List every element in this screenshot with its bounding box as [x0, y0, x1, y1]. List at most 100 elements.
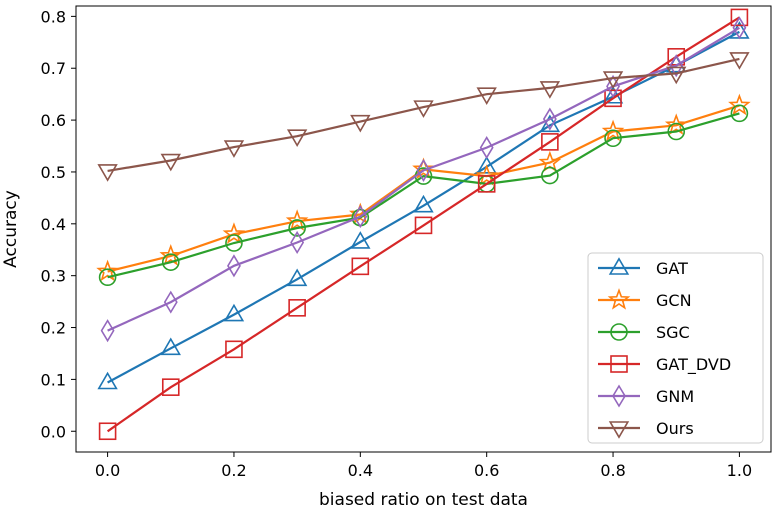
data-point: [96, 259, 119, 282]
data-point: [288, 299, 306, 317]
data-point: [667, 122, 686, 141]
y-tick-label: 0.0: [41, 422, 66, 441]
data-point: [351, 257, 370, 276]
series-line: [107, 26, 740, 332]
data-point: [604, 129, 622, 148]
data-point: [227, 254, 241, 278]
data-point: [416, 158, 431, 182]
data-point: [350, 231, 371, 249]
data-point: [163, 290, 178, 314]
data-point: [669, 54, 684, 78]
data-point: [730, 8, 749, 27]
legend-marker: [608, 421, 630, 439]
series-ours: [97, 52, 750, 182]
data-point: [100, 319, 115, 343]
series-line: [107, 104, 740, 273]
series-line: [106, 16, 740, 433]
x-axis-label: biased ratio on test data: [319, 490, 528, 510]
data-point: [475, 164, 499, 186]
data-point: [285, 209, 309, 231]
data-point: [538, 150, 562, 173]
data-point: [541, 166, 559, 185]
data-point: [223, 140, 245, 158]
data-point: [604, 89, 622, 108]
y-tick-label: 0.7: [41, 59, 66, 78]
data-point: [290, 230, 305, 255]
data-point: [286, 268, 308, 287]
x-axis: 0.0 0.2 0.4 0.6 0.8 1.0: [95, 452, 752, 480]
data-point: [601, 119, 625, 142]
legend-label: GAT_DVD: [656, 355, 731, 375]
legend-item: SGC: [598, 323, 690, 342]
y-tick-label: 0.4: [41, 215, 66, 234]
legend-item: GAT_DVD: [598, 355, 731, 375]
data-point: [223, 303, 245, 322]
data-point: [225, 234, 243, 252]
data-point: [97, 371, 118, 390]
data-point: [97, 164, 118, 182]
data-point: [732, 16, 747, 40]
data-point: [353, 204, 368, 229]
plot-area: [96, 8, 751, 441]
legend-marker: [610, 355, 628, 373]
data-point: [729, 52, 750, 70]
data-point: [160, 337, 181, 356]
data-point: [161, 253, 180, 271]
data-point: [414, 216, 433, 235]
data-point: [412, 157, 435, 179]
series-gnm: [100, 16, 747, 343]
data-point: [476, 87, 497, 105]
x-tick-label: 0.4: [348, 461, 373, 480]
data-point: [728, 93, 751, 116]
series-sgc: [98, 104, 749, 287]
legend-label: Ours: [656, 419, 694, 438]
data-point: [98, 422, 117, 441]
x-tick-label: 0.8: [600, 461, 625, 480]
data-point: [159, 244, 183, 266]
data-point: [98, 268, 117, 287]
legend-label: GAT: [656, 259, 688, 278]
y-tick-label: 0.6: [41, 111, 66, 130]
data-point: [606, 74, 620, 98]
data-point: [542, 107, 557, 131]
data-point: [286, 129, 308, 147]
series-line: [107, 112, 740, 279]
x-tick-label: 0.0: [95, 461, 120, 480]
data-point: [666, 66, 687, 85]
series-gat-dvd: [98, 8, 749, 441]
data-point: [413, 100, 434, 118]
data-point: [664, 113, 688, 135]
legend-marker: [607, 288, 631, 310]
x-tick-label: 1.0: [727, 461, 752, 480]
legend-item: Ours: [598, 419, 694, 439]
data-point: [288, 219, 306, 237]
legend-item: GAT: [598, 257, 688, 278]
y-tick-label: 0.2: [41, 319, 66, 338]
x-tick-label: 0.6: [474, 461, 499, 480]
legend-label: GNM: [656, 387, 694, 406]
legend-label: GCN: [656, 291, 692, 310]
data-point: [413, 194, 434, 213]
data-point: [539, 81, 561, 99]
plot-frame: [75, 5, 772, 453]
data-point: [222, 222, 246, 244]
data-point: [730, 104, 749, 123]
y-axis-label: Accuracy: [1, 190, 21, 268]
legend-marker: [610, 323, 628, 341]
y-axis: 0.0 0.1 0.2 0.3 0.4 0.5 0.6 0.7 0.8: [41, 7, 76, 441]
x-tick-label: 0.2: [221, 461, 246, 480]
series-line: [107, 57, 740, 172]
legend-marker: [612, 384, 626, 408]
y-tick-label: 0.1: [41, 370, 66, 389]
data-point: [479, 136, 494, 160]
data-point: [161, 378, 180, 396]
data-point: [160, 153, 181, 172]
legend-marker: [608, 257, 630, 275]
legend-item: GNM: [598, 384, 694, 408]
y-tick-label: 0.5: [41, 163, 66, 182]
data-point: [350, 114, 371, 133]
series-gcn: [96, 93, 751, 282]
series-line: [107, 30, 740, 384]
data-point: [539, 114, 561, 133]
